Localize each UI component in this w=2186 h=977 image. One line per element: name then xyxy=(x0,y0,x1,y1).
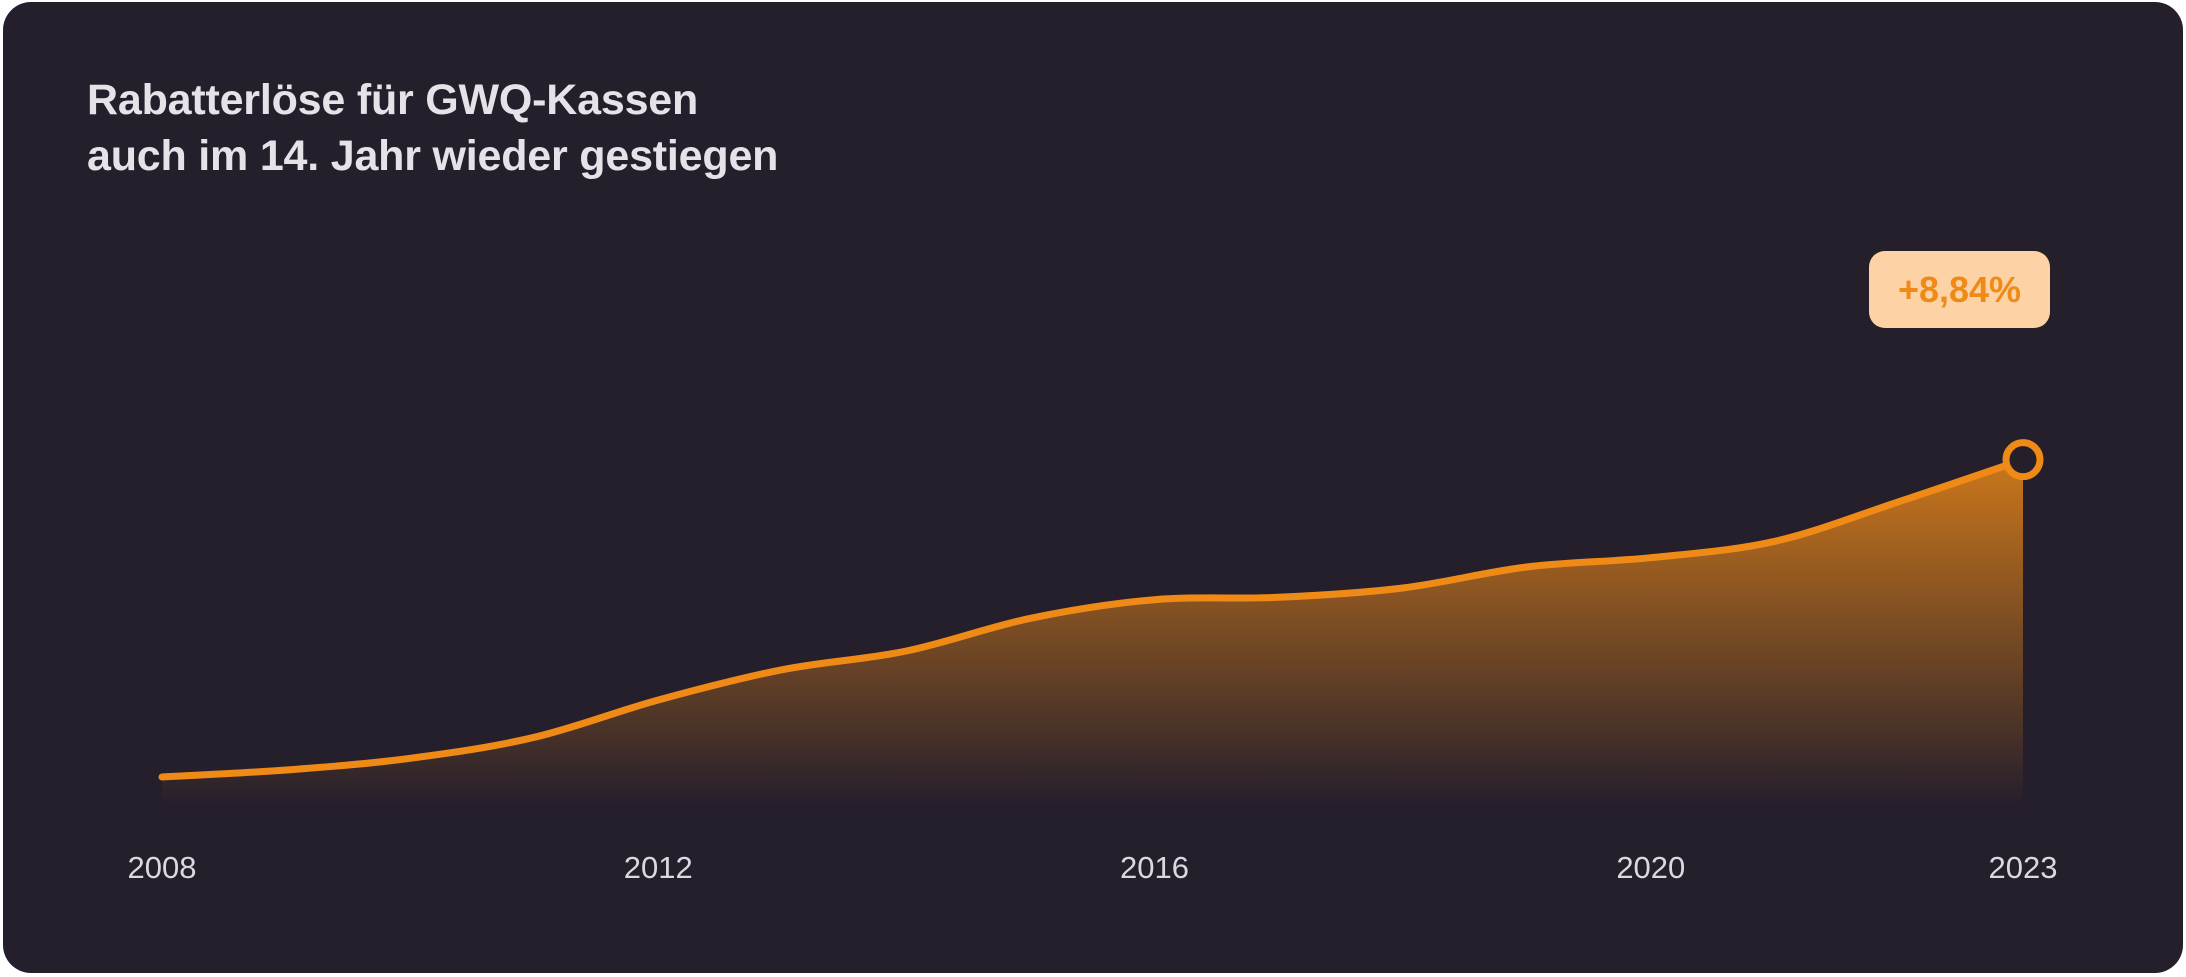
data-point-2013 xyxy=(779,667,785,673)
data-point-2010 xyxy=(407,755,413,761)
data-point-2008 xyxy=(159,774,165,780)
data-point-2022 xyxy=(1896,499,1902,505)
series-line xyxy=(158,456,2027,781)
x-tick-label-2012: 2012 xyxy=(624,850,693,885)
data-point-2018 xyxy=(1400,585,1406,591)
chart-title-line2: auch im 14. Jahr wieder gestiegen xyxy=(87,132,779,180)
x-tick-label-2023: 2023 xyxy=(1989,850,2058,885)
x-tick-label-2016: 2016 xyxy=(1120,850,1189,885)
x-tick-label-2020: 2020 xyxy=(1616,850,1685,885)
data-point-2011 xyxy=(531,734,537,740)
data-point-2019 xyxy=(1524,564,1530,570)
x-axis: 2008 2012 2016 2020 2023 xyxy=(128,850,2058,885)
chart-title-line1: Rabatterlöse für GWQ-Kassen xyxy=(87,76,699,124)
data-point-2021 xyxy=(1772,538,1778,544)
data-point-2017 xyxy=(1276,594,1282,600)
area-chart: 2008 2012 2016 2020 2023 xyxy=(128,439,2058,885)
chart-card: Rabatterlöse für GWQ-Kassen auch im 14. … xyxy=(3,2,2183,973)
highlight-marker xyxy=(2002,439,2044,481)
data-point-2012 xyxy=(655,697,661,703)
data-point-2009 xyxy=(283,767,289,773)
area-fill xyxy=(162,459,2023,805)
data-point-2016 xyxy=(1152,597,1158,603)
data-point-2015 xyxy=(1027,615,1033,621)
growth-badge: +8,84% xyxy=(1869,251,2050,328)
data-point-2014 xyxy=(903,648,909,654)
chart-title: Rabatterlöse für GWQ-Kassen auch im 14. … xyxy=(87,72,778,184)
plot-area xyxy=(158,439,2044,805)
x-tick-label-2008: 2008 xyxy=(128,850,197,885)
data-point-2020 xyxy=(1648,555,1654,561)
